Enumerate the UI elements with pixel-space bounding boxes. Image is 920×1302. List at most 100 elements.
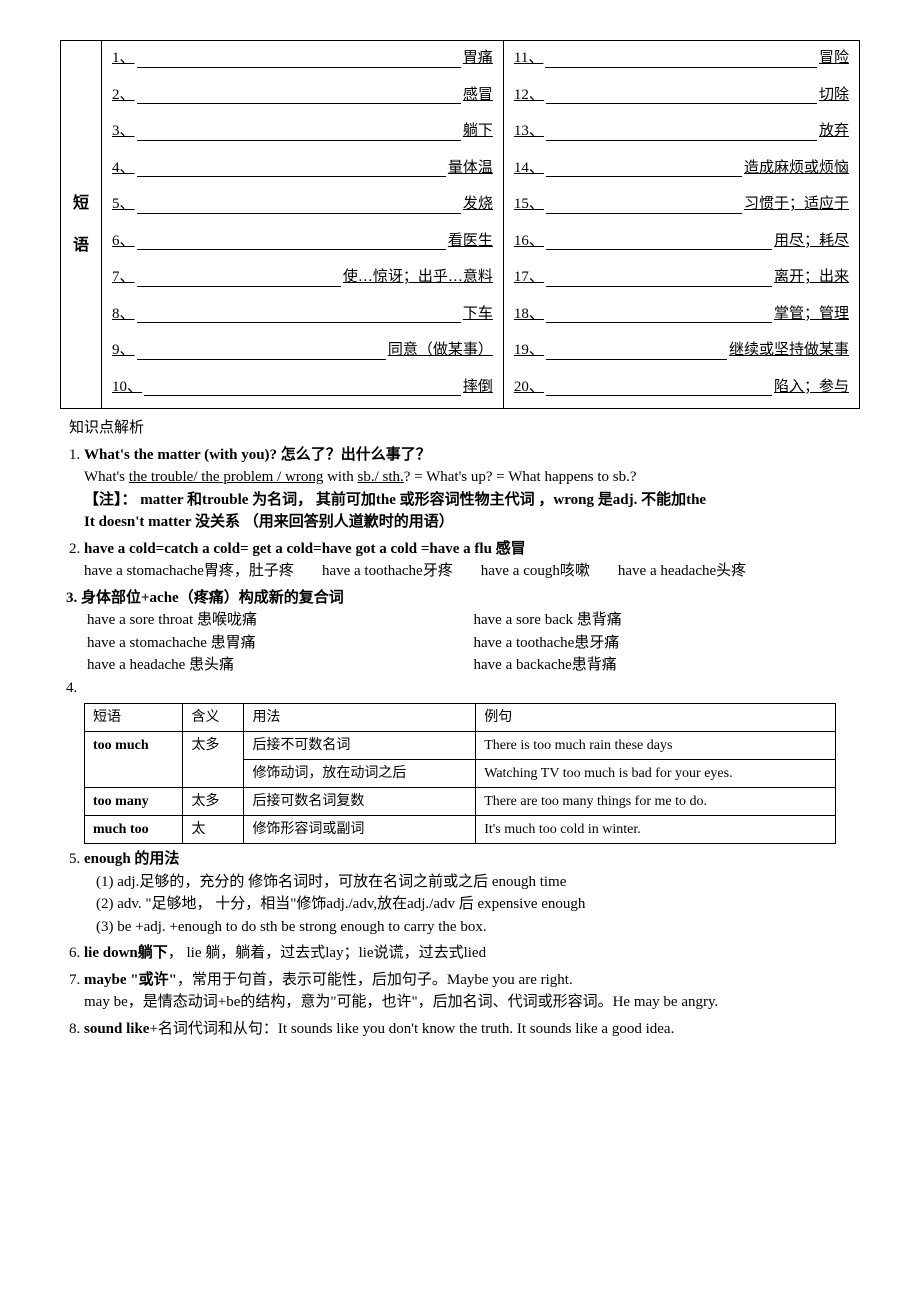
p8-a: sound like <box>84 1021 149 1037</box>
p7-l2: may be，是情态动词+be的结构，意为"可能，也许"，后加名词、代词或形容词… <box>84 991 860 1014</box>
fill-answer: 同意（做某事） <box>388 339 493 362</box>
fill-num: 7、 <box>112 266 135 289</box>
gh-3: 例句 <box>476 704 836 732</box>
analysis-title: 知识点解析 <box>69 417 860 440</box>
p1-line1: What's the trouble/ the problem / wrong … <box>84 466 860 489</box>
p2-items: have a stomachache胃疼，肚子疼have a toothache… <box>84 560 860 583</box>
fill-num: 8、 <box>112 303 135 326</box>
p3-cell: have a headache 患头痛 <box>87 654 474 677</box>
fill-blank-line <box>546 271 772 287</box>
fill-answer: 陷入；参与 <box>774 376 849 399</box>
fill-num: 3、 <box>112 120 135 143</box>
fill-row: 2、感冒 <box>112 84 493 107</box>
fill-row: 3、 躺下 <box>112 120 493 143</box>
gr-0a: too much 太多 后接不可数名词 There is too much ra… <box>85 732 836 760</box>
p1-line2: It doesn't matter 没关系 （用来回答别人道歉时的用语） <box>84 511 860 534</box>
p2-head: have a cold=catch a cold= get a cold=hav… <box>84 541 526 557</box>
gr1-meaning: 太多 <box>183 788 244 816</box>
p6-b: ， lie 躺，躺着，过去式lay；lie说谎，过去式lied <box>168 945 486 961</box>
gh-0: 短语 <box>85 704 183 732</box>
fill-num: 18、 <box>514 303 544 326</box>
fill-row: 9、同意（做某事） <box>112 339 493 362</box>
phrase-label-cell: 短 语 <box>61 41 102 409</box>
fill-num: 14、 <box>514 157 544 180</box>
p2-item: have a headache头疼 <box>618 563 746 579</box>
p3-rows: have a sore throat 患喉咙痛have a sore back … <box>87 609 860 677</box>
p7-a: maybe "或许" <box>84 972 177 988</box>
fill-answer: 切除 <box>819 84 849 107</box>
fill-answer: 离开；出来 <box>774 266 849 289</box>
fill-row: 7、 使…惊讶；出乎…意料 <box>112 266 493 289</box>
p1-l1b: with <box>323 469 357 485</box>
p5-l1: (1) adj.足够的，充分的 修饰名词时，可放在名词之前或之后 enough … <box>96 871 860 894</box>
fill-answer: 胃痛 <box>463 47 493 70</box>
fill-blank-line <box>546 344 727 360</box>
fill-row: 14、造成麻烦或烦恼 <box>514 157 849 180</box>
p3-cell: have a backache患背痛 <box>474 654 861 677</box>
analysis-list-2: enough 的用法 (1) adj.足够的，充分的 修饰名词时，可放在名词之前… <box>60 848 860 1040</box>
fill-answer: 使…惊讶；出乎…意料 <box>343 266 493 289</box>
fill-answer: 躺下 <box>463 120 493 143</box>
fill-blank-line <box>545 52 817 68</box>
fill-col-right: 11、冒险12、切除13、放弃14、造成麻烦或烦恼15、习惯于；适应于16、用尽… <box>503 41 859 409</box>
fill-answer: 继续或坚持做某事 <box>729 339 849 362</box>
fill-answer: 冒险 <box>819 47 849 70</box>
gr1-phrase: too many <box>85 788 183 816</box>
gr2-usage: 修饰形容词或副词 <box>244 816 476 844</box>
fill-num: 6、 <box>112 230 135 253</box>
fill-row: 15、习惯于；适应于 <box>514 193 849 216</box>
fill-answer: 掌管；管理 <box>774 303 849 326</box>
p1-l1c: ? = What's up? = What happens to sb.? <box>404 469 637 485</box>
fill-row: 5、发烧 <box>112 193 493 216</box>
p5-l2: (2) adv. "足够地， 十分，相当"修饰adj./adv,放在adj./a… <box>96 893 860 916</box>
gr1-ex: There are too many things for me to do. <box>476 788 836 816</box>
p1-note: 【注】： matter 和trouble 为名词， 其前可加the 或形容词性物… <box>84 489 860 512</box>
fill-num: 20、 <box>514 376 544 399</box>
fill-row: 10、 摔倒 <box>112 376 493 399</box>
fill-row: 12、切除 <box>514 84 849 107</box>
fill-row: 6、看医生 <box>112 230 493 253</box>
fill-row: 20、 陷入；参与 <box>514 376 849 399</box>
gr0-meaning: 太多 <box>183 732 244 788</box>
fill-num: 4、 <box>112 157 135 180</box>
fill-num: 17、 <box>514 266 544 289</box>
p3-row: have a sore throat 患喉咙痛have a sore back … <box>87 609 860 632</box>
fill-blank-line <box>546 198 742 214</box>
gr0-ex0: There is too much rain these days <box>476 732 836 760</box>
grammar-table: 短语 含义 用法 例句 too much 太多 后接不可数名词 There is… <box>84 703 836 844</box>
fill-answer: 发烧 <box>463 193 493 216</box>
fill-num: 10、 <box>112 376 142 399</box>
p1-l1u: the trouble/ the problem / wrong <box>129 469 324 485</box>
p1-l1a: What's <box>84 469 129 485</box>
fill-blank-line <box>137 52 461 68</box>
fill-num: 19、 <box>514 339 544 362</box>
gh-2: 用法 <box>244 704 476 732</box>
fill-blank-line <box>546 161 742 177</box>
gr-1: too many 太多 后接可数名词复数 There are too many … <box>85 788 836 816</box>
analysis-list: What's the matter (with you)? 怎么了？出什么事了？… <box>60 444 860 583</box>
point-6: lie down躺下， lie 躺，躺着，过去式lay；lie说谎，过去式lie… <box>84 942 860 965</box>
p1-l1u2: sb./ sth. <box>358 469 404 485</box>
fill-col-left: 1、胃痛2、感冒3、躺下4、量体温5、发烧6、看医生7、使…惊讶；出乎…意料8、… <box>102 41 504 409</box>
fill-answer: 用尽；耗尽 <box>774 230 849 253</box>
fill-blank-line <box>137 161 446 177</box>
fill-blank-line <box>546 88 817 104</box>
label-char-1: 短 <box>61 192 101 216</box>
fill-answer: 习惯于；适应于 <box>744 193 849 216</box>
fill-answer: 摔倒 <box>463 376 493 399</box>
fill-row: 19、 继续或坚持做某事 <box>514 339 849 362</box>
fill-blank-line <box>546 234 772 250</box>
fill-num: 1、 <box>112 47 135 70</box>
fill-blank-line <box>137 307 461 323</box>
gr2-ex: It's much too cold in winter. <box>476 816 836 844</box>
fill-blank-line <box>144 380 461 396</box>
gh-1: 含义 <box>183 704 244 732</box>
gr0-phrase: too much <box>85 732 183 788</box>
fill-answer: 下车 <box>463 303 493 326</box>
p2-item: have a toothache牙疼 <box>322 563 453 579</box>
fill-num: 11、 <box>514 47 543 70</box>
fill-blank-line <box>546 125 817 141</box>
p4-label: 4. <box>66 677 860 700</box>
fill-row: 18、 掌管；管理 <box>514 303 849 326</box>
fill-answer: 感冒 <box>463 84 493 107</box>
